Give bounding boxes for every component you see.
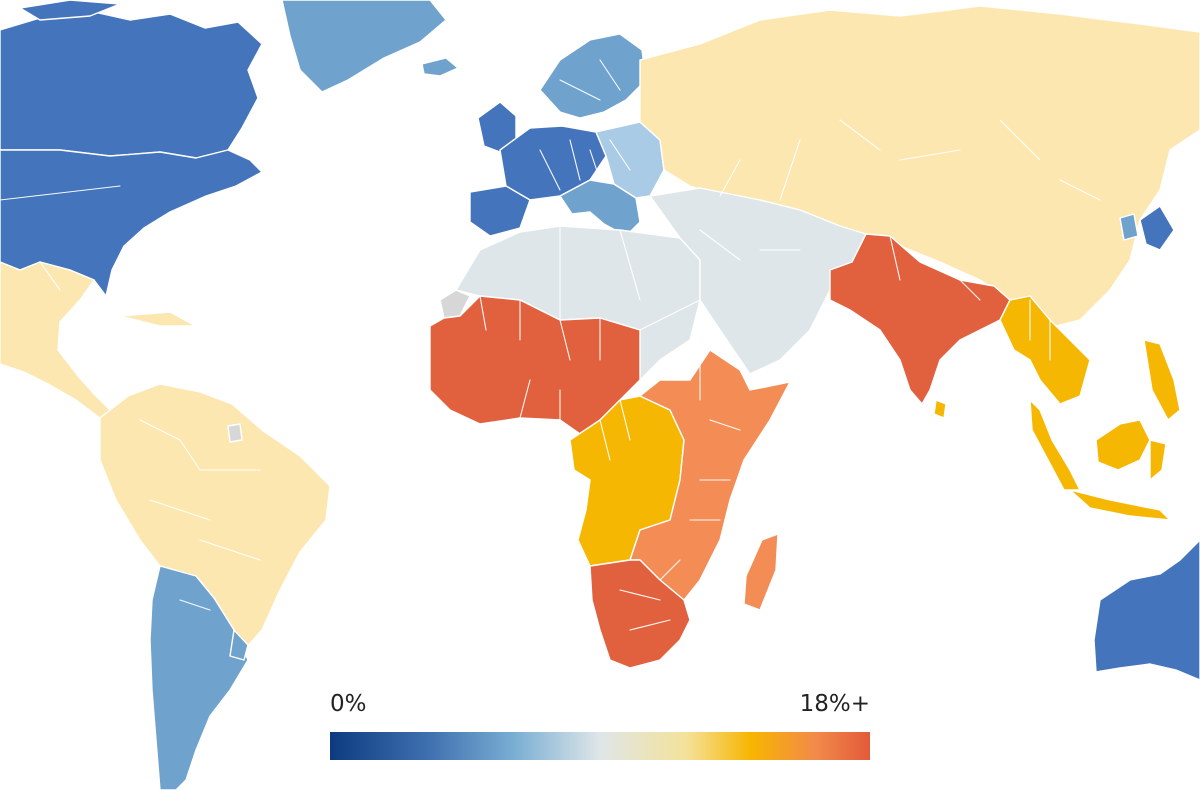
region-argentina (149, 565, 249, 790)
region-mexico-central-america (0, 261, 111, 419)
region-south-asia (829, 233, 1011, 405)
legend-max-label: 18%+ (799, 691, 870, 717)
region-alaska-islands (19, 0, 121, 21)
region-western-sahara (439, 289, 471, 319)
region-mainland-southeast-asia (999, 295, 1091, 405)
region-russia-central-asia (639, 5, 1200, 331)
color-scale-legend: 0% 18%+ (330, 690, 870, 760)
border-lines-americas (0, 185, 261, 611)
region-uruguay (229, 629, 249, 661)
region-east-africa (629, 349, 791, 601)
region-korea (1119, 213, 1139, 241)
region-japan (1139, 205, 1175, 251)
region-french-guiana (227, 423, 243, 443)
region-madagascar (743, 533, 779, 611)
legend-gradient-bar (330, 732, 870, 760)
region-iceland (421, 57, 459, 77)
border-lines-africa (479, 225, 741, 631)
region-west-africa (429, 295, 641, 435)
border-lines-europe (539, 59, 631, 191)
region-sri-lanka (933, 399, 947, 419)
region-philippines (1143, 339, 1181, 421)
region-middle-east (649, 187, 867, 375)
legend-min-label: 0% (330, 691, 367, 717)
region-iberia (469, 185, 531, 237)
region-scandinavia (539, 33, 647, 119)
region-canada (0, 9, 263, 159)
border-lines-asia (699, 119, 1101, 361)
region-italy-balkans (559, 179, 641, 237)
region-indonesia-borneo (1095, 419, 1151, 471)
region-australia (1093, 539, 1200, 681)
region-cuba (119, 311, 197, 327)
region-indonesia-islands (1069, 489, 1171, 521)
region-sulawesi (1149, 439, 1167, 481)
region-southern-africa (589, 559, 691, 669)
region-malay-peninsula (1029, 399, 1081, 491)
region-south-america-north (99, 383, 331, 651)
region-greenland (281, 0, 447, 93)
